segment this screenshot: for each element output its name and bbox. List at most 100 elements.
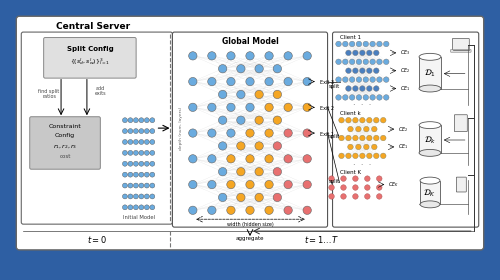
Text: Exit 2: Exit 2 <box>320 106 334 111</box>
Text: aggregate: aggregate <box>236 236 264 241</box>
Circle shape <box>128 194 133 199</box>
Circle shape <box>139 118 144 123</box>
Circle shape <box>246 155 254 163</box>
Circle shape <box>150 129 155 134</box>
Circle shape <box>284 155 292 163</box>
Circle shape <box>352 185 358 190</box>
Circle shape <box>352 135 358 141</box>
Circle shape <box>227 52 235 60</box>
Circle shape <box>363 95 368 100</box>
Circle shape <box>374 68 379 73</box>
Text: Split Config: Split Config <box>66 46 114 52</box>
Circle shape <box>340 176 346 181</box>
Circle shape <box>352 153 358 158</box>
Circle shape <box>364 176 370 181</box>
FancyBboxPatch shape <box>44 38 136 78</box>
Circle shape <box>188 129 197 137</box>
Circle shape <box>284 103 292 111</box>
Text: $CE_3$: $CE_3$ <box>400 48 410 57</box>
Bar <box>420 181 440 204</box>
Text: Central Server: Central Server <box>56 22 130 31</box>
Circle shape <box>134 161 138 166</box>
Circle shape <box>139 183 144 188</box>
Text: $CE_K$: $CE_K$ <box>388 180 399 189</box>
Text: $\mathcal{D}_1$: $\mathcal{D}_1$ <box>424 68 436 80</box>
Circle shape <box>356 144 361 150</box>
Circle shape <box>303 206 312 214</box>
Circle shape <box>139 172 144 177</box>
Circle shape <box>348 126 353 132</box>
Circle shape <box>139 129 144 134</box>
Text: $CE_2$: $CE_2$ <box>400 66 410 75</box>
Circle shape <box>208 206 216 214</box>
Circle shape <box>255 116 264 124</box>
Circle shape <box>246 103 254 111</box>
Circle shape <box>134 194 138 199</box>
Circle shape <box>150 118 155 123</box>
Circle shape <box>364 126 369 132</box>
Circle shape <box>227 206 235 214</box>
Circle shape <box>356 95 362 100</box>
Ellipse shape <box>419 53 441 60</box>
Circle shape <box>144 183 150 188</box>
FancyBboxPatch shape <box>30 117 101 169</box>
Text: $\{(s^l_d, s^l_w)\}^3_{l=1}$: $\{(s^l_d, s^l_w)\}^3_{l=1}$ <box>70 57 110 67</box>
Circle shape <box>372 144 377 150</box>
Circle shape <box>265 78 273 86</box>
Circle shape <box>352 86 358 91</box>
Circle shape <box>150 205 155 210</box>
Circle shape <box>218 142 227 150</box>
Ellipse shape <box>419 122 441 129</box>
Circle shape <box>236 90 245 99</box>
Circle shape <box>188 103 197 111</box>
Text: Constraint: Constraint <box>48 124 82 129</box>
Circle shape <box>284 180 292 189</box>
FancyBboxPatch shape <box>452 39 469 50</box>
Circle shape <box>139 139 144 144</box>
Circle shape <box>188 180 197 189</box>
Circle shape <box>265 155 273 163</box>
FancyBboxPatch shape <box>22 32 172 224</box>
Circle shape <box>265 103 273 111</box>
Circle shape <box>246 180 254 189</box>
Text: Initial Model: Initial Model <box>122 215 154 220</box>
Ellipse shape <box>420 177 440 184</box>
FancyBboxPatch shape <box>172 32 328 227</box>
Circle shape <box>346 86 351 91</box>
Circle shape <box>360 117 365 123</box>
Circle shape <box>144 150 150 155</box>
Text: find split
ratios: find split ratios <box>38 88 60 99</box>
Text: add
exits: add exits <box>95 86 106 96</box>
Circle shape <box>218 193 227 202</box>
Circle shape <box>150 172 155 177</box>
Circle shape <box>218 167 227 176</box>
Circle shape <box>346 135 351 141</box>
Circle shape <box>363 59 368 65</box>
Text: $CE_1$: $CE_1$ <box>400 84 410 93</box>
Circle shape <box>122 161 128 166</box>
Circle shape <box>128 161 133 166</box>
Circle shape <box>144 172 150 177</box>
Bar <box>419 125 441 153</box>
Text: width (hidden size): width (hidden size) <box>226 222 274 227</box>
Circle shape <box>188 52 197 60</box>
FancyBboxPatch shape <box>332 32 478 227</box>
Circle shape <box>128 139 133 144</box>
Circle shape <box>372 126 377 132</box>
Circle shape <box>303 180 312 189</box>
Text: $r_1, r_2, r_3$: $r_1, r_2, r_3$ <box>53 142 77 151</box>
Circle shape <box>376 95 382 100</box>
Circle shape <box>376 176 382 181</box>
Circle shape <box>350 59 355 65</box>
Circle shape <box>128 150 133 155</box>
Circle shape <box>336 77 342 82</box>
Circle shape <box>346 117 351 123</box>
Circle shape <box>246 206 254 214</box>
Circle shape <box>246 129 254 137</box>
Circle shape <box>227 78 235 86</box>
Circle shape <box>134 205 138 210</box>
Circle shape <box>122 139 128 144</box>
Bar <box>419 57 441 88</box>
Circle shape <box>376 41 382 47</box>
Circle shape <box>128 118 133 123</box>
